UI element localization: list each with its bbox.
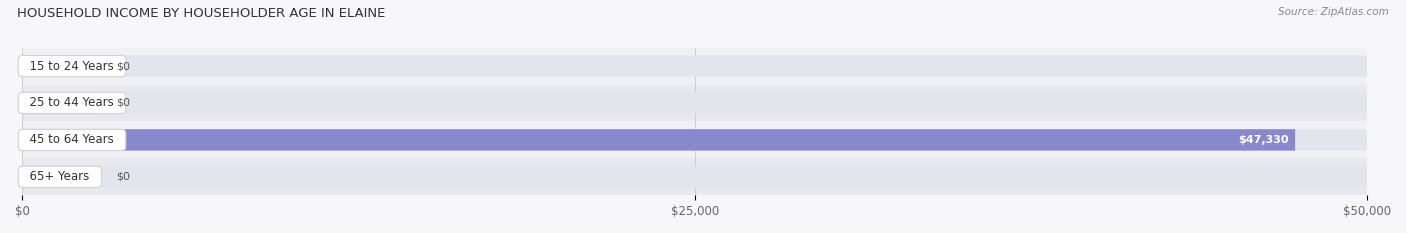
FancyBboxPatch shape [22,85,1367,121]
Text: Source: ZipAtlas.com: Source: ZipAtlas.com [1278,7,1389,17]
Text: $0: $0 [117,172,131,182]
Text: 65+ Years: 65+ Years [22,170,97,183]
Text: HOUSEHOLD INCOME BY HOUSEHOLDER AGE IN ELAINE: HOUSEHOLD INCOME BY HOUSEHOLDER AGE IN E… [17,7,385,20]
FancyBboxPatch shape [22,129,1367,151]
FancyBboxPatch shape [22,121,1367,158]
Text: 15 to 24 Years: 15 to 24 Years [22,60,122,72]
FancyBboxPatch shape [22,166,97,188]
FancyBboxPatch shape [22,55,1367,77]
FancyBboxPatch shape [22,129,1295,151]
FancyBboxPatch shape [22,158,1367,195]
Text: $0: $0 [117,61,131,71]
FancyBboxPatch shape [22,166,1367,188]
Text: 45 to 64 Years: 45 to 64 Years [22,134,122,146]
Text: $0: $0 [117,98,131,108]
FancyBboxPatch shape [22,55,97,77]
Text: 25 to 44 Years: 25 to 44 Years [22,96,122,110]
Text: $47,330: $47,330 [1237,135,1288,145]
FancyBboxPatch shape [22,92,97,114]
FancyBboxPatch shape [22,92,1367,114]
FancyBboxPatch shape [22,48,1367,85]
